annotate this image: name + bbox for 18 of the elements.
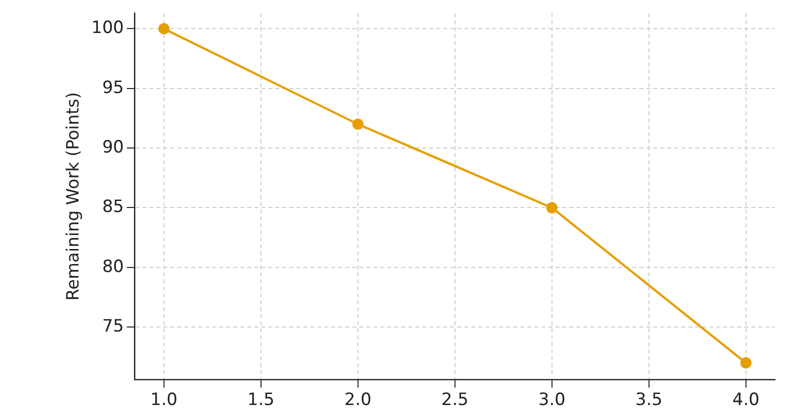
x-tick-label: 3.0: [538, 390, 566, 410]
x-tick-label: 1.0: [150, 390, 178, 410]
x-tick-label: 2.0: [344, 390, 372, 410]
x-tick-label: 4.0: [732, 390, 760, 410]
point: [158, 23, 170, 34]
y-tick-label: 95: [102, 78, 124, 98]
y-tick-label: 75: [102, 316, 124, 337]
y-axis-title: Remaining Work (Points): [64, 92, 84, 301]
x-tick-label: 1.5: [247, 390, 274, 410]
y-tick-label: 80: [102, 256, 124, 277]
y-tick-label: 100: [91, 18, 124, 38]
point: [740, 357, 752, 368]
point: [352, 118, 364, 130]
point: [546, 202, 558, 214]
x-tick-label: 2.5: [441, 390, 468, 410]
x-tick-label: 3.5: [635, 390, 662, 410]
y-tick-label: 90: [102, 137, 124, 158]
y-tick-label: 85: [102, 197, 124, 218]
